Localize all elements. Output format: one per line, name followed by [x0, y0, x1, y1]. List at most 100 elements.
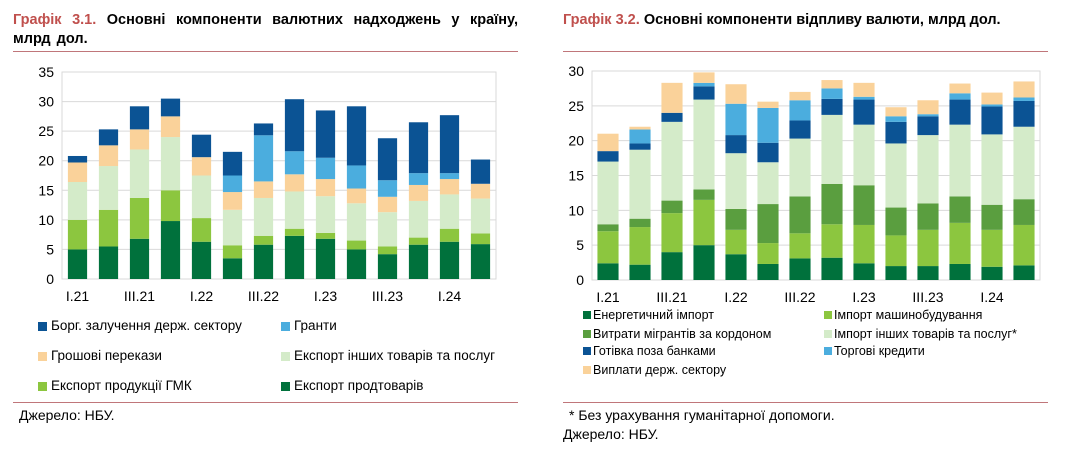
chart2-legend-label: Енергетичний імпорт — [593, 308, 715, 322]
chart1-bar-segment — [346, 203, 367, 241]
chart1-bar-segment — [346, 240, 367, 250]
chart2-bar-segment — [821, 98, 843, 115]
chart1-bar-segment — [408, 244, 429, 279]
chart1-bar-segment — [284, 99, 305, 152]
chart1-bar-segment — [253, 244, 274, 279]
chart2-bar-segment — [981, 266, 1003, 280]
chart1-ytick-label: 15 — [38, 182, 54, 198]
chart2-bar-segment — [597, 263, 619, 280]
chart2-legend-swatch — [583, 311, 591, 319]
chart1-xtick-label: III.23 — [372, 288, 403, 304]
chart1-source: Джерело: НБУ. — [19, 407, 115, 423]
chart1-bar-segment — [439, 241, 460, 279]
chart2-xtick-label: I.24 — [980, 289, 1004, 305]
chart1-bar-segment — [315, 232, 336, 239]
chart2-bar-segment — [1013, 224, 1035, 266]
chart2-bar-segment — [693, 199, 715, 246]
chart1-bar-segment — [377, 138, 398, 181]
chart1-ytick-label: 0 — [46, 271, 54, 287]
chart2-bar-segment — [885, 116, 907, 122]
chart2-bar-segment — [949, 222, 971, 264]
chart2-legend-label: Імпорт машинобудування — [834, 308, 983, 322]
chart1-bar-segment — [129, 129, 150, 150]
chart1-bar-segment — [160, 190, 181, 222]
chart2-bar-segment — [917, 116, 939, 136]
chart2-bar-segment — [853, 124, 875, 186]
chart1-bar-segment — [315, 179, 336, 197]
chart1-bar-segment — [191, 175, 212, 219]
chart2-bar-segment — [693, 189, 715, 200]
chart1-bar-segment — [377, 246, 398, 255]
chart1-bar-segment — [98, 129, 119, 146]
chart1-bar-segment — [253, 123, 274, 136]
chart1-ytick-label: 35 — [38, 64, 54, 80]
chart1-bar-segment — [346, 249, 367, 279]
chart2-bar-segment — [757, 162, 779, 205]
chart1-legend-swatch — [281, 352, 290, 361]
chart2-bar-segment — [885, 107, 907, 117]
chart2-bar-segment — [789, 196, 811, 234]
chart1-xtick-label: I.23 — [314, 288, 338, 304]
chart1-bar-segment — [284, 191, 305, 229]
chart2-bar-segment — [629, 149, 651, 219]
chart1-bar-segment — [67, 249, 88, 279]
chart1-bar-segment — [191, 134, 212, 158]
chart1-bar-segment — [377, 254, 398, 279]
chart2-legend-swatch — [824, 311, 832, 319]
chart2-bar-segment — [693, 245, 715, 280]
chart2-bar-segment — [789, 100, 811, 121]
chart2-bar-segment — [629, 227, 651, 265]
chart1-bar-segment — [222, 175, 243, 193]
chart2-bar-segment — [597, 133, 619, 152]
chart2-bar-segment — [917, 135, 939, 204]
chart1-xtick-label: I.22 — [190, 288, 214, 304]
chart2-bar-segment — [597, 151, 619, 162]
chart1-bar-segment — [470, 233, 491, 245]
chart1-bar-segment — [191, 241, 212, 279]
chart1-bar-segment — [439, 179, 460, 195]
chart2-bar-segment — [789, 138, 811, 197]
chart2-bar-segment — [661, 82, 683, 113]
chart1-bar-segment — [315, 196, 336, 233]
chart2-bar-segment — [597, 231, 619, 264]
chart2-bar-segment — [821, 224, 843, 258]
chart2-bar-segment — [949, 93, 971, 100]
chart2-xtick-label: I.23 — [852, 289, 876, 305]
chart2-bar-segment — [725, 84, 747, 104]
chart2-bar-segment — [821, 80, 843, 89]
chart1-bar-segment — [129, 149, 150, 198]
chart1-title-label: Графік 3.1. — [13, 12, 97, 28]
chart2-bar-segment — [789, 258, 811, 280]
chart1-legend-label: Експорт продукції ГМК — [51, 378, 192, 393]
chart2-bar-segment — [981, 92, 1003, 105]
chart2-bar-segment — [885, 121, 907, 144]
chart2-bar-segment — [693, 82, 715, 87]
chart2-bar-segment — [1013, 199, 1035, 225]
chart2-bar-segment — [981, 134, 1003, 205]
chart1-bar-segment — [439, 115, 460, 174]
chart2-bar-segment — [789, 91, 811, 101]
chart1-bar-segment — [408, 200, 429, 238]
chart2-bar-segment — [853, 224, 875, 264]
chart1-bar-segment — [470, 183, 491, 199]
chart1-legend-label: Експорт продтоварів — [294, 378, 424, 393]
chart2-bar-segment — [789, 120, 811, 139]
chart2-bar-segment — [917, 229, 939, 267]
chart1-bar-segment — [98, 209, 119, 247]
chart2-legend-swatch — [824, 330, 832, 338]
chart2-bar-segment — [725, 135, 747, 154]
chart1-ytick-label: 10 — [38, 212, 54, 228]
chart1-bar-segment — [470, 159, 491, 184]
chart2-source: Джерело: НБУ. — [563, 426, 659, 442]
chart2-bar-segment — [597, 161, 619, 225]
chart2-legend-label: Імпорт інших товарів та послуг* — [834, 327, 1017, 341]
chart1-bar-segment — [98, 246, 119, 279]
chart1-bar-segment — [222, 258, 243, 279]
chart2-bar-segment — [949, 196, 971, 223]
chart2-bar-segment — [629, 129, 651, 144]
chart1-ytick-label: 20 — [38, 153, 54, 169]
chart2-bar-segment — [821, 183, 843, 225]
chart2-bar-segment — [661, 200, 683, 214]
chart2-bar-segment — [885, 266, 907, 280]
